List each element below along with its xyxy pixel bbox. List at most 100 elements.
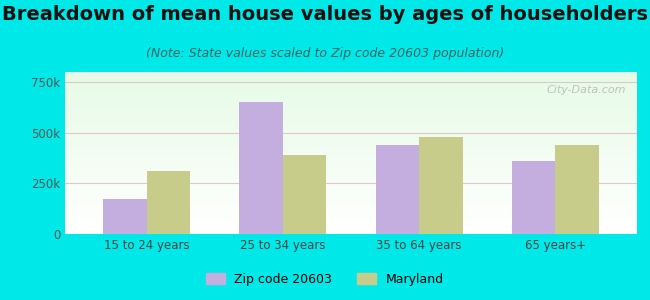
Bar xyxy=(65,223,637,224)
Bar xyxy=(65,99,637,100)
Bar xyxy=(65,163,637,164)
Bar xyxy=(65,91,637,92)
Bar xyxy=(65,105,637,106)
Bar xyxy=(65,151,637,152)
Bar xyxy=(65,82,637,83)
Bar xyxy=(65,221,637,222)
Bar xyxy=(65,171,637,172)
Bar xyxy=(65,208,637,209)
Bar xyxy=(65,160,637,161)
Bar xyxy=(65,214,637,215)
Bar xyxy=(65,204,637,205)
Bar xyxy=(65,107,637,108)
Bar xyxy=(65,101,637,102)
Bar xyxy=(65,187,637,188)
Bar xyxy=(65,114,637,115)
Bar xyxy=(65,139,637,140)
Bar xyxy=(65,157,637,158)
Bar xyxy=(65,104,637,105)
Bar xyxy=(65,85,637,86)
Bar xyxy=(65,189,637,190)
Bar xyxy=(65,188,637,189)
Bar xyxy=(65,132,637,133)
Bar xyxy=(65,120,637,121)
Bar xyxy=(65,203,637,204)
Bar xyxy=(65,90,637,91)
Bar xyxy=(65,209,637,210)
Bar xyxy=(65,173,637,174)
Bar xyxy=(65,138,637,139)
Bar xyxy=(65,121,637,122)
Bar xyxy=(65,155,637,156)
Bar xyxy=(65,218,637,219)
Bar xyxy=(65,190,637,191)
Bar xyxy=(65,161,637,162)
Bar xyxy=(65,153,637,154)
Bar xyxy=(65,109,637,110)
Bar xyxy=(65,200,637,201)
Bar xyxy=(65,202,637,203)
Bar xyxy=(65,178,637,179)
Bar xyxy=(65,154,637,155)
Bar xyxy=(65,97,637,98)
Bar xyxy=(65,125,637,126)
Bar xyxy=(65,176,637,177)
Bar xyxy=(65,206,637,207)
Bar xyxy=(65,143,637,144)
Bar xyxy=(419,137,463,234)
Bar xyxy=(103,199,147,234)
Bar xyxy=(65,193,637,194)
Bar xyxy=(65,131,637,132)
Bar xyxy=(65,81,637,82)
Bar xyxy=(65,123,637,124)
Bar xyxy=(65,142,637,143)
Text: Breakdown of mean house values by ages of householders: Breakdown of mean house values by ages o… xyxy=(2,4,648,23)
Bar xyxy=(65,136,637,137)
Bar xyxy=(65,124,637,125)
Bar xyxy=(65,92,637,93)
Bar xyxy=(65,96,637,97)
Bar xyxy=(65,100,637,101)
Bar xyxy=(65,118,637,119)
Bar xyxy=(65,108,637,109)
Bar xyxy=(65,102,637,103)
Bar xyxy=(65,74,637,75)
Bar xyxy=(65,167,637,168)
Bar xyxy=(65,175,637,176)
Bar xyxy=(65,210,637,211)
Bar xyxy=(65,230,637,231)
Bar xyxy=(65,103,637,104)
Bar xyxy=(65,222,637,223)
Bar xyxy=(65,186,637,187)
Bar xyxy=(65,95,637,96)
Bar xyxy=(65,156,637,157)
Bar xyxy=(65,198,637,199)
Bar xyxy=(65,82,637,83)
Bar xyxy=(65,177,637,178)
Bar xyxy=(65,205,637,206)
Bar xyxy=(65,192,637,193)
Bar xyxy=(65,75,637,76)
Bar xyxy=(65,165,637,166)
Bar xyxy=(65,72,637,73)
Bar xyxy=(283,155,326,234)
Bar xyxy=(65,89,637,90)
Bar xyxy=(65,201,637,202)
Bar xyxy=(65,84,637,85)
Text: City-Data.com: City-Data.com xyxy=(546,85,625,95)
Bar xyxy=(555,145,599,234)
Bar xyxy=(65,231,637,232)
Bar xyxy=(65,94,637,95)
Bar xyxy=(65,164,637,165)
Bar xyxy=(65,180,637,181)
Bar xyxy=(65,225,637,226)
Bar xyxy=(65,159,637,160)
Bar xyxy=(65,195,637,196)
Bar xyxy=(65,88,637,89)
Bar xyxy=(65,170,637,171)
Bar xyxy=(65,226,637,227)
Bar xyxy=(65,197,637,198)
Bar xyxy=(65,87,637,88)
Legend: Zip code 20603, Maryland: Zip code 20603, Maryland xyxy=(201,268,449,291)
Bar xyxy=(65,129,637,130)
